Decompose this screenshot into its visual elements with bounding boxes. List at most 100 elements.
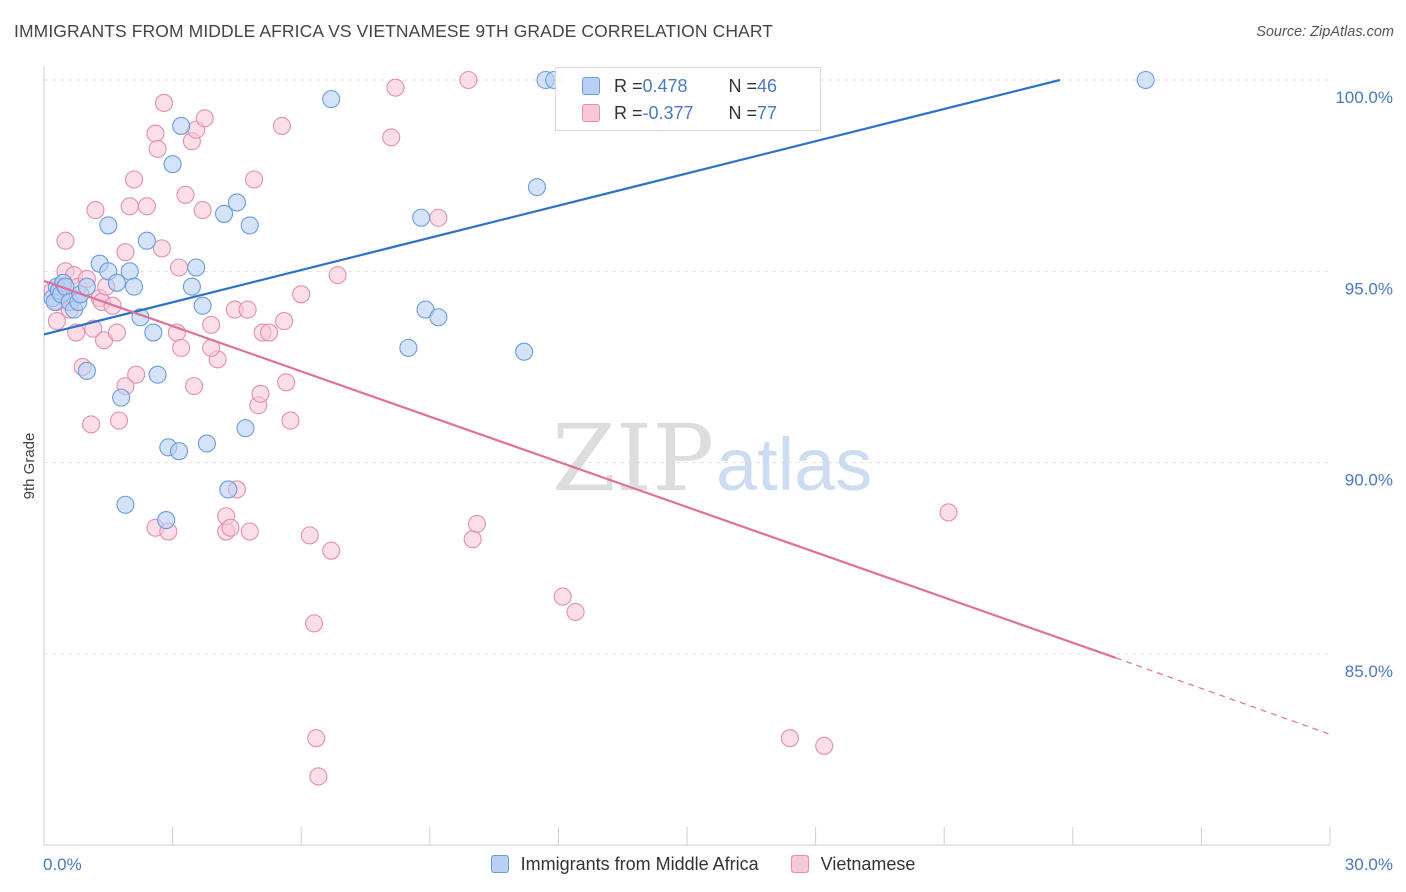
source-label: Source: ZipAtlas.com	[1256, 24, 1394, 40]
pink-swatch-icon	[582, 104, 600, 122]
vietnamese-point	[154, 93, 174, 113]
series-legend: Immigrants from Middle Africa Vietnamese	[0, 850, 1406, 878]
watermark-atlas: atlas	[716, 423, 872, 506]
y-tick-label: 85.0%	[1345, 662, 1393, 681]
vietnamese-point	[272, 116, 291, 135]
y-tick-labels: 85.0% 90.0% 95.0% 100.0%	[1335, 88, 1393, 681]
legend-label: Vietnamese	[820, 853, 916, 874]
vietnamese-point	[146, 124, 165, 143]
vietnamese-point	[939, 503, 958, 522]
middle-africa-point	[193, 296, 212, 315]
r-value: 0.478	[642, 75, 688, 96]
vietnamese-point	[281, 411, 300, 430]
vietnamese-point	[56, 231, 75, 250]
vietnamese-point	[429, 208, 448, 227]
middle-africa-point	[99, 216, 118, 235]
middle-africa-point	[107, 273, 126, 292]
correlation-legend: R = 0.478 N = 46 R = -0.377 N = 77	[555, 67, 821, 131]
chart-title: IMMIGRANTS FROM MIDDLE AFRICA VS VIETNAM…	[14, 21, 774, 41]
middle-africa-point	[236, 419, 255, 438]
middle-africa-point	[182, 277, 201, 296]
vietnamese-point	[322, 541, 341, 560]
x-tick-labels: 0.0% 30.0%	[43, 855, 1393, 874]
vietnamese-point	[47, 312, 66, 331]
middle-africa-point	[77, 361, 96, 380]
vietnamese-point	[195, 109, 214, 128]
middle-africa-point	[412, 208, 431, 227]
vietnamese-point	[292, 285, 311, 304]
y-axis-title: 9th Grade	[21, 433, 38, 500]
middle-africa-point	[169, 442, 189, 461]
vietnamese-trend-line	[43, 279, 1117, 659]
vietnamese-point	[463, 530, 482, 549]
vietnamese-point	[172, 338, 191, 357]
r-label: R =	[614, 75, 643, 96]
vietnamese-point	[116, 243, 135, 262]
vietnamese-point	[169, 258, 189, 277]
vietnamese-point	[176, 185, 195, 204]
y-tick-label: 100.0%	[1335, 88, 1393, 107]
vietnamese-point	[259, 323, 279, 342]
vietnamese-point	[240, 522, 259, 541]
middle-africa-point	[148, 365, 167, 384]
vietnamese-point	[238, 300, 257, 319]
middle-africa-point	[515, 342, 534, 361]
pink-swatch-icon	[790, 855, 809, 873]
vietnamese-point	[86, 201, 105, 220]
vietnamese-point	[152, 239, 171, 258]
vietnamese-point	[386, 78, 405, 97]
vietnamese-point	[328, 266, 347, 285]
vietnamese-trend-extension	[1115, 657, 1331, 735]
middle-africa-point	[527, 178, 547, 197]
middle-africa-point	[124, 277, 144, 296]
watermark-zip: ZIP	[552, 405, 714, 512]
vietnamese-point	[137, 197, 156, 216]
vietnamese-point	[815, 736, 834, 755]
watermark: ZIP atlas	[552, 405, 872, 512]
middle-africa-point	[187, 258, 206, 277]
y-tick-label: 90.0%	[1345, 471, 1393, 490]
vietnamese-point	[275, 312, 294, 331]
middle-africa-point	[219, 480, 238, 499]
middle-africa-point	[144, 323, 163, 342]
vietnamese-point	[309, 767, 328, 786]
middle-africa-point	[399, 338, 418, 357]
vietnamese-point	[251, 384, 270, 403]
vietnamese-point	[120, 197, 139, 216]
n-value: 77	[757, 102, 778, 123]
trend-lines	[43, 78, 1331, 735]
r-label: R =	[614, 102, 643, 123]
vietnamese-point	[277, 373, 296, 392]
middle-africa-point	[112, 388, 131, 407]
middle-africa-point	[120, 262, 139, 281]
vietnamese-point	[202, 315, 221, 334]
blue-swatch-icon	[490, 855, 509, 873]
middle-africa-trend-line	[43, 78, 1061, 336]
legend-item-middle-africa: Immigrants from Middle Africa	[490, 853, 759, 875]
vietnamese-point	[459, 70, 478, 90]
legend-item-vietnamese: Vietnamese	[790, 853, 916, 875]
vietnamese-point	[148, 139, 167, 158]
vietnamese-point	[221, 518, 240, 537]
n-value: 46	[757, 75, 778, 96]
middle-africa-point	[163, 155, 182, 174]
n-label: N =	[728, 102, 758, 123]
axes	[43, 66, 1331, 846]
vietnamese-point	[382, 128, 401, 147]
y-tick-label: 95.0%	[1345, 279, 1393, 298]
legend-row-middle-africa: R = 0.478 N = 46	[556, 73, 777, 99]
middle-africa-point	[197, 434, 216, 453]
middle-africa-point	[172, 116, 191, 135]
vietnamese-point	[467, 514, 487, 533]
middle-africa-point	[322, 90, 341, 109]
legend-label: Immigrants from Middle Africa	[520, 853, 759, 874]
middle-africa-point	[214, 204, 234, 223]
x-tick-label: 0.0%	[43, 855, 82, 874]
middle-africa-point	[116, 495, 135, 514]
grid-lines	[44, 79, 1330, 655]
middle-africa-point	[1136, 70, 1155, 90]
vietnamese-point	[193, 201, 212, 220]
middle-africa-point	[429, 308, 448, 327]
middle-africa-point	[137, 231, 156, 250]
